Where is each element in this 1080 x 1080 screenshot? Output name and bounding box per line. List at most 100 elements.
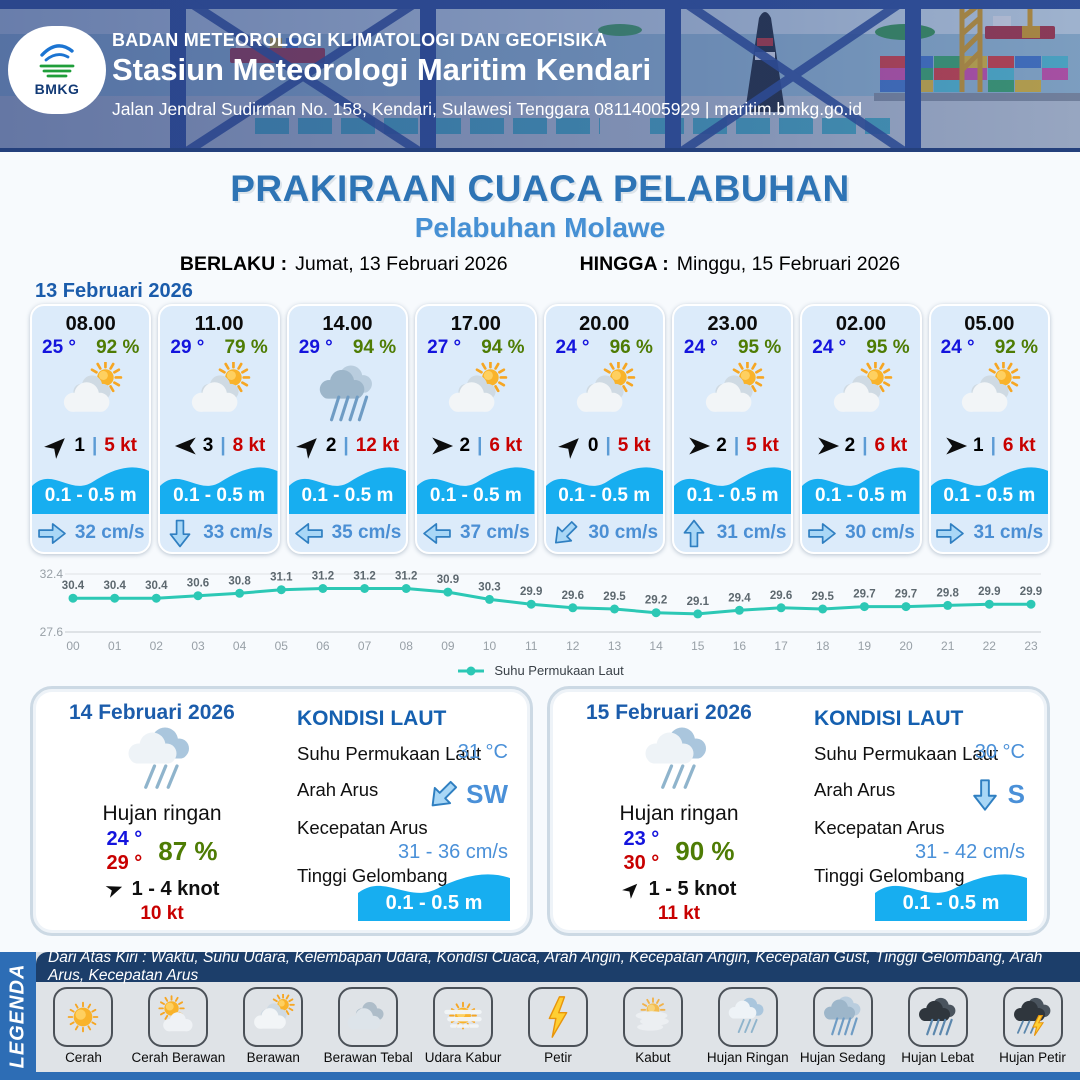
wind-speed: 2 — [716, 435, 727, 456]
wave-label: Tinggi Gelombang — [297, 865, 448, 886]
wind-direction-icon — [557, 438, 579, 459]
svg-text:30.8: 30.8 — [228, 575, 251, 587]
daily-icon-wrap — [631, 721, 727, 801]
air-temperature: 24 ° — [555, 337, 590, 358]
weather-icon-hujan-ringan — [128, 727, 189, 789]
current-direction-icon — [808, 522, 836, 544]
wind-row: 2 | 5 kt — [686, 431, 779, 461]
daily-wind: 1 - 4 knot — [105, 878, 220, 901]
svg-text:29.7: 29.7 — [895, 589, 917, 601]
svg-text:00: 00 — [66, 639, 80, 653]
sst-label: Suhu Permukaan Laut — [297, 743, 482, 764]
condition-icon-wrap — [179, 360, 259, 428]
wave-box: 0.1 - 0.5 m — [875, 863, 1027, 921]
svg-text:01: 01 — [108, 639, 122, 653]
forecast-card: 08.00 25 ° 92 % 1 | 5 kt 0.1 - 0.5 m 32 cm/s — [30, 304, 152, 554]
svg-text:30.4: 30.4 — [104, 580, 127, 592]
berlaku: BERLAKU : Jumat, 13 Februari 2026 — [180, 253, 508, 276]
wave-height: 0.1 - 0.5 m — [301, 485, 394, 506]
daily-temps: 24 ° 29 ° 87 % — [106, 827, 217, 875]
current-speed-value: 31 - 42 cm/s — [914, 841, 1025, 863]
air-temperature: 25 ° — [42, 337, 77, 358]
wave-box: 0.1 - 0.5 m — [358, 863, 510, 921]
port-illustration — [0, 0, 1080, 152]
svg-text:32.4: 32.4 — [40, 567, 64, 581]
wave-graphic — [875, 874, 1027, 921]
sst-label: Suhu Permukaan Laut — [814, 743, 999, 764]
legend-tile — [717, 987, 778, 1047]
wind-direction-icon — [817, 437, 839, 455]
hourly-forecast-row: 08.00 25 ° 92 % 1 | 5 kt 0.1 - 0.5 m 32 cm/s 11.… — [30, 304, 1050, 554]
forecast-time: 02.00 — [835, 313, 886, 335]
current-direction-icon — [423, 522, 451, 544]
weather-icon-petir — [548, 996, 568, 1038]
wind-gust-divider: | — [862, 435, 868, 456]
daily-card: 14 Februari 2026 Hujan ringan 24 ° 29 ° 87 %… — [30, 686, 533, 936]
current-dir-value: SW — [426, 779, 508, 810]
wave-graphic — [545, 467, 663, 514]
daily-condition: Hujan ringan — [102, 802, 222, 825]
legend-tile — [148, 987, 209, 1047]
page-title: PRAKIRAAN CUACA PELABUHAN — [230, 168, 850, 209]
wind-gust-divider: | — [990, 435, 996, 456]
condition-icon-wrap — [436, 360, 516, 428]
wave-graphic — [673, 467, 792, 514]
daily-card: 15 Februari 2026 Hujan ringan 23 ° 30 ° 90 %… — [547, 686, 1050, 936]
bmkg-logo: BMKG — [8, 26, 106, 114]
wind-gust-divider: | — [733, 435, 740, 456]
svg-text:30.6: 30.6 — [187, 578, 209, 590]
wave-height: 0.1 - 0.5 m — [943, 485, 1036, 506]
series-swatch-icon — [458, 666, 485, 675]
legend-item-berawan-tebal: Berawan Tebal — [321, 982, 416, 1072]
wave-height-band: 0.1 - 0.5 m — [288, 456, 407, 514]
weather-icon-hujan-sedang — [320, 365, 373, 422]
current-direction-icon — [294, 522, 323, 544]
current-dir-label: Arah Arus — [814, 779, 896, 800]
current-row: 31 cm/s — [931, 514, 1048, 552]
legend-item-label: Hujan Ringan — [706, 1050, 789, 1065]
sea-heading: KONDISI LAUT — [814, 707, 964, 730]
daily-wind-range: 1 - 4 knot — [131, 878, 220, 900]
svg-text:17: 17 — [774, 639, 788, 653]
svg-text:30.4: 30.4 — [145, 580, 168, 592]
temp-humidity-row: 29 ° 79 % — [160, 337, 277, 359]
legend-item-label: Hujan Petir — [999, 1050, 1066, 1065]
weather-icon-berawan — [833, 360, 893, 412]
wind-gust-divider: | — [220, 435, 226, 456]
humidity: 95 % — [866, 337, 910, 358]
svg-text:29.2: 29.2 — [645, 595, 667, 607]
svg-text:31.1: 31.1 — [270, 572, 293, 584]
forecast-card: 20.00 24 ° 96 % 0 | 5 kt 0.1 - 0.5 m 30 cm/s — [543, 304, 665, 554]
current-row: 32 cm/s — [32, 514, 149, 552]
legend-item-kabut: Kabut — [605, 982, 700, 1072]
wind-row: 0 | 5 kt — [557, 431, 651, 461]
daily-date: 15 Februari 2026 — [586, 701, 752, 724]
temp-min: 24 ° — [106, 828, 143, 850]
wind-speed: 2 — [844, 435, 856, 456]
wind-row: 2 | 12 kt — [295, 431, 399, 461]
wave-height: 0.1 - 0.5 m — [558, 485, 651, 506]
wave-graphic — [288, 467, 407, 514]
weather-icon-hujan-sedang — [823, 996, 861, 1036]
temp-min: 23 ° — [623, 828, 660, 850]
weather-icon-hujan-ringan — [728, 997, 764, 1034]
svg-text:29.9: 29.9 — [1020, 586, 1042, 598]
svg-text:29.1: 29.1 — [687, 596, 710, 608]
humidity: 96 % — [609, 337, 653, 358]
svg-text:23: 23 — [1024, 639, 1038, 653]
temp-humidity-row: 27 ° 94 % — [417, 337, 534, 359]
wave-graphic — [160, 467, 278, 514]
gust-speed: 6 kt — [489, 435, 523, 456]
svg-text:11: 11 — [525, 639, 538, 653]
gust-speed: 5 kt — [104, 435, 138, 456]
svg-text:06: 06 — [316, 639, 330, 653]
wave-graphic — [417, 467, 535, 514]
legend-tile — [622, 987, 683, 1047]
air-temperature: 29 ° — [298, 337, 333, 358]
station-name: Stasiun Meteorologi Maritim Kendari — [112, 52, 652, 87]
current-row: 30 cm/s — [802, 514, 919, 552]
current-speed: 30 cm/s — [845, 522, 915, 543]
current-direction-icon — [169, 519, 191, 547]
legend-tile — [907, 987, 968, 1047]
day1-date: 13 Februari 2026 — [35, 280, 193, 302]
